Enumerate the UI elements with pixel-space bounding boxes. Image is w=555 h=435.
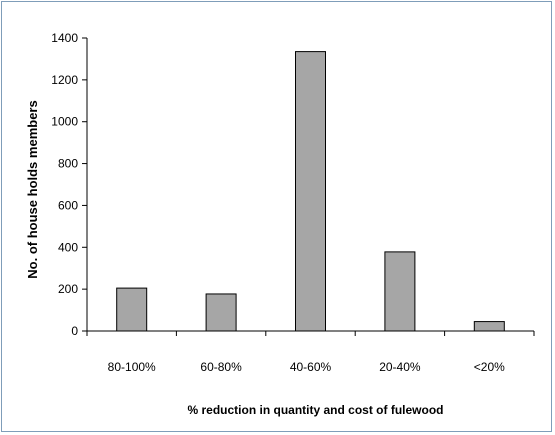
y-tick-label: 0 — [71, 324, 78, 338]
x-tick-label: 40-60% — [290, 360, 332, 374]
bar-3 — [384, 251, 416, 332]
y-tick-label: 800 — [58, 157, 78, 171]
y-tick-label: 1200 — [51, 73, 78, 87]
bar-1 — [205, 293, 237, 332]
x-tick-label: 20-40% — [379, 360, 421, 374]
y-tick-label: 200 — [58, 282, 78, 296]
y-tick-label: 1400 — [51, 31, 78, 45]
bar-2 — [295, 51, 326, 332]
y-tick-label: 600 — [58, 198, 78, 212]
bar-0 — [116, 287, 148, 332]
x-tick-label: 60-80% — [200, 360, 242, 374]
x-tick-label: <20% — [474, 360, 505, 374]
x-tick-label: 80-100% — [108, 360, 156, 374]
y-tick-label: 400 — [58, 240, 78, 254]
bar-4 — [473, 321, 505, 332]
y-axis-title: No. of house holds members — [25, 100, 40, 278]
x-axis-labels: 80-100% 60-80% 40-60% 20-40% <20% — [86, 331, 535, 374]
y-tick-label: 1000 — [51, 115, 78, 129]
bars — [116, 51, 505, 332]
x-axis-title: % reduction in quantity and cost of fule… — [188, 403, 444, 417]
y-axis-ticks: 0 200 400 600 800 1000 1200 1400 — [51, 31, 87, 338]
